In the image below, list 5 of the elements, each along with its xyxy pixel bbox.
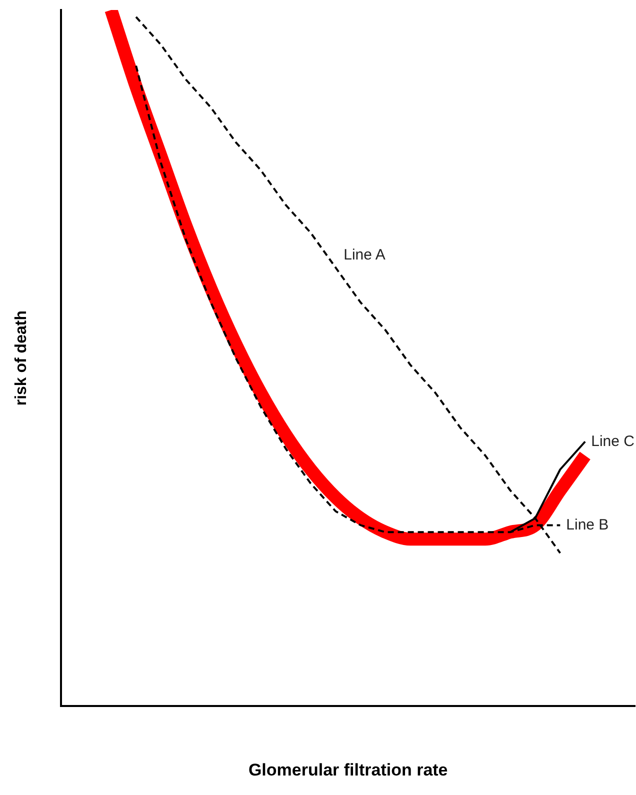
x-axis-title: Glomerular filtration rate: [248, 760, 448, 780]
y-axis-title: risk of death: [13, 310, 30, 406]
series-label: Line B: [566, 516, 609, 534]
series-label: Line A: [344, 246, 386, 264]
series-label: Line C: [591, 432, 635, 450]
